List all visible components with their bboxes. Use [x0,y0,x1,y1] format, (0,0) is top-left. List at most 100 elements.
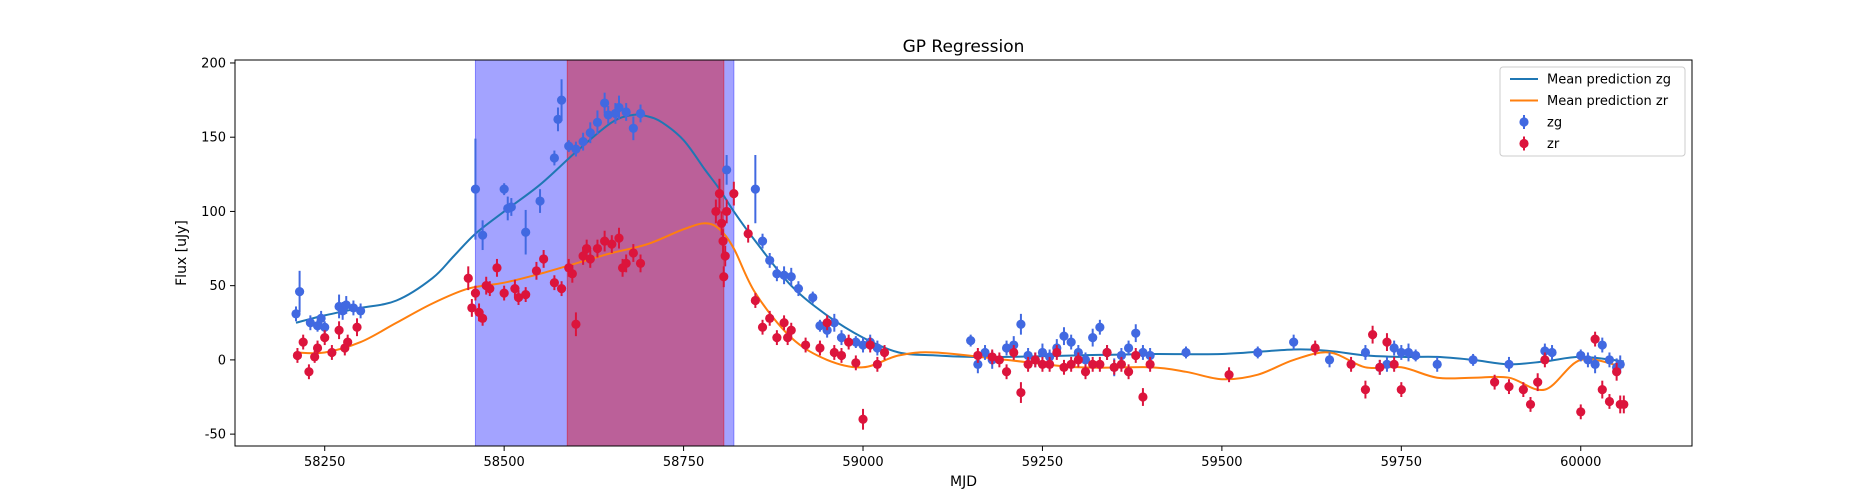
data-point-zr [1533,377,1543,387]
data-point-zg [779,270,789,280]
data-point-zr [334,325,344,335]
data-point-zr [757,322,768,332]
data-point-zg [1037,347,1048,358]
data-point-zr [352,322,362,332]
data-point-zr [1604,396,1615,407]
data-point-zg [556,95,567,105]
data-point-zr [815,343,825,353]
x-tick-label: 58250 [304,455,345,470]
data-point-zr [1389,359,1399,369]
data-point-zg [1131,328,1141,338]
data-point-zg [757,236,768,246]
data-point-zg [499,184,509,194]
x-axis-label: MJD [950,474,977,490]
data-point-zr [1073,355,1083,365]
data-point-zr [1123,367,1134,377]
data-point-zr [320,333,330,343]
data-point-zg [1001,343,1012,353]
data-point-zg [1597,340,1607,350]
data-point-zg [1382,359,1392,369]
data-point-zr [600,236,610,246]
y-tick-label: 200 [201,56,226,71]
legend-label: zg [1547,116,1562,131]
data-point-zr [1224,370,1234,380]
data-point-zg [1138,347,1148,358]
data-point-zr [1525,399,1536,410]
data-point-zg [1468,355,1478,365]
data-point-zg [592,117,603,127]
data-point-zg [1059,331,1069,341]
data-point-zr [800,340,811,350]
data-point-zg [1123,343,1134,353]
data-point-zr [1310,343,1320,353]
data-points [291,79,1629,430]
data-point-zr [711,206,721,217]
data-point-zg [564,141,574,151]
data-point-zr [1109,362,1119,372]
data-point-zg [772,269,782,279]
data-point-zr [531,266,542,276]
y-tick-label: -50 [205,428,226,443]
data-point-zg [571,144,581,154]
data-point-zg [1604,355,1615,365]
data-point-zg [980,347,990,358]
data-point-zr [592,243,603,254]
data-point-zr [772,333,782,343]
data-point-zg [635,108,646,119]
data-point-zr [499,288,509,298]
data-point-zr [1504,382,1514,392]
data-point-zg [1080,355,1091,365]
data-point-zg [1403,347,1414,358]
data-point-zg [786,272,796,282]
data-point-zr [1095,359,1105,369]
data-point-zr [1037,359,1048,369]
data-point-zr [578,251,588,261]
x-tick-label: 60000 [1560,455,1601,470]
data-point-zr [304,367,314,377]
data-point-zg [585,128,595,138]
data-point-zr [779,318,789,328]
data-point-zr [1612,367,1622,377]
data-point-zr [720,251,730,261]
data-point-zg [356,306,366,316]
data-point-zg [553,114,563,124]
x-tick-label: 59250 [1022,455,1063,470]
data-point-zg [348,303,359,313]
data-point-zr [1080,367,1091,377]
series-zr-points [292,178,1629,430]
x-tick-label: 58750 [663,455,704,470]
data-point-zr [1016,387,1026,398]
data-point-zr [607,239,617,249]
data-point-zg [722,165,732,175]
x-tick-label: 59750 [1381,455,1422,470]
data-point-zr [1540,355,1550,365]
data-point-zg [312,321,323,331]
data-point-zg [549,153,559,163]
data-point-zr [492,263,502,273]
data-point-zr [312,343,323,353]
data-point-zg [858,340,868,350]
data-point-zr [1490,377,1500,387]
data-point-zr [994,355,1004,365]
data-point-zr [786,325,796,335]
data-point-zr [714,189,725,199]
data-point-zg [793,284,804,294]
data-point-zg [973,359,983,369]
data-point-zg [1016,319,1026,329]
data-point-zg [1066,337,1076,347]
x-tick-label: 59000 [842,455,883,470]
data-point-zr [822,318,832,328]
data-point-zr [1066,359,1076,369]
data-point-zr [571,319,581,329]
data-point-zr [1116,359,1127,369]
data-point-zr [1059,362,1069,372]
legend-label: zr [1547,137,1560,152]
data-point-zr [470,288,481,298]
data-point-zr [836,350,847,361]
data-point-zg [1615,359,1625,369]
data-point-zg [1253,347,1263,358]
data-point-zg [829,318,839,328]
data-point-zr [521,289,531,300]
data-point-zg [1095,322,1105,332]
data-point-zg [470,184,481,194]
